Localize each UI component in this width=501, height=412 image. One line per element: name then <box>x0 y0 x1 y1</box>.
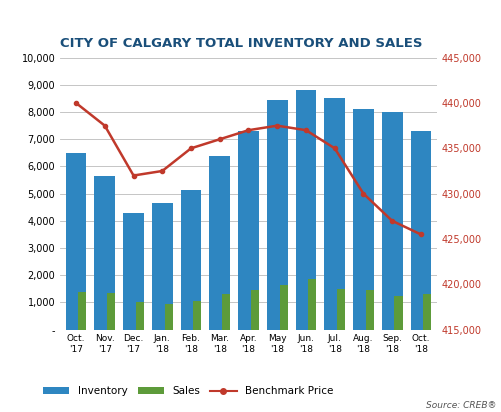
Bar <box>267 100 287 330</box>
Bar <box>381 112 402 330</box>
Bar <box>308 279 316 330</box>
Bar <box>123 213 144 330</box>
Bar <box>295 90 316 330</box>
Benchmark Price <box>130 173 136 178</box>
Bar <box>221 294 229 330</box>
Benchmark Price <box>303 128 309 133</box>
Bar <box>136 302 144 330</box>
Benchmark Price <box>274 123 280 128</box>
Benchmark Price <box>102 123 108 128</box>
Bar <box>352 109 373 330</box>
Bar <box>209 156 229 330</box>
Benchmark Price <box>187 146 193 151</box>
Benchmark Price <box>216 137 222 142</box>
Benchmark Price <box>360 191 366 196</box>
Legend: Inventory, Sales, Benchmark Price: Inventory, Sales, Benchmark Price <box>39 382 337 400</box>
Bar <box>324 98 344 330</box>
Bar <box>107 293 115 330</box>
Benchmark Price <box>417 232 423 237</box>
Bar <box>250 290 259 330</box>
Bar <box>279 285 287 330</box>
Bar <box>180 190 201 330</box>
Bar <box>422 294 430 330</box>
Bar <box>193 301 201 330</box>
Bar <box>94 176 115 330</box>
Bar <box>237 131 259 330</box>
Text: CITY OF CALGARY TOTAL INVENTORY AND SALES: CITY OF CALGARY TOTAL INVENTORY AND SALE… <box>60 37 422 49</box>
Line: Benchmark Price: Benchmark Price <box>74 101 422 236</box>
Benchmark Price <box>245 128 251 133</box>
Bar <box>410 131 430 330</box>
Text: Source: CREB®: Source: CREB® <box>426 401 496 410</box>
Bar <box>164 304 172 330</box>
Bar <box>78 292 86 330</box>
Benchmark Price <box>388 218 394 223</box>
Bar <box>394 296 402 330</box>
Benchmark Price <box>73 101 79 105</box>
Bar <box>66 153 86 330</box>
Bar <box>365 290 373 330</box>
Bar <box>152 203 172 330</box>
Benchmark Price <box>159 169 165 173</box>
Benchmark Price <box>331 146 337 151</box>
Bar <box>336 289 344 330</box>
